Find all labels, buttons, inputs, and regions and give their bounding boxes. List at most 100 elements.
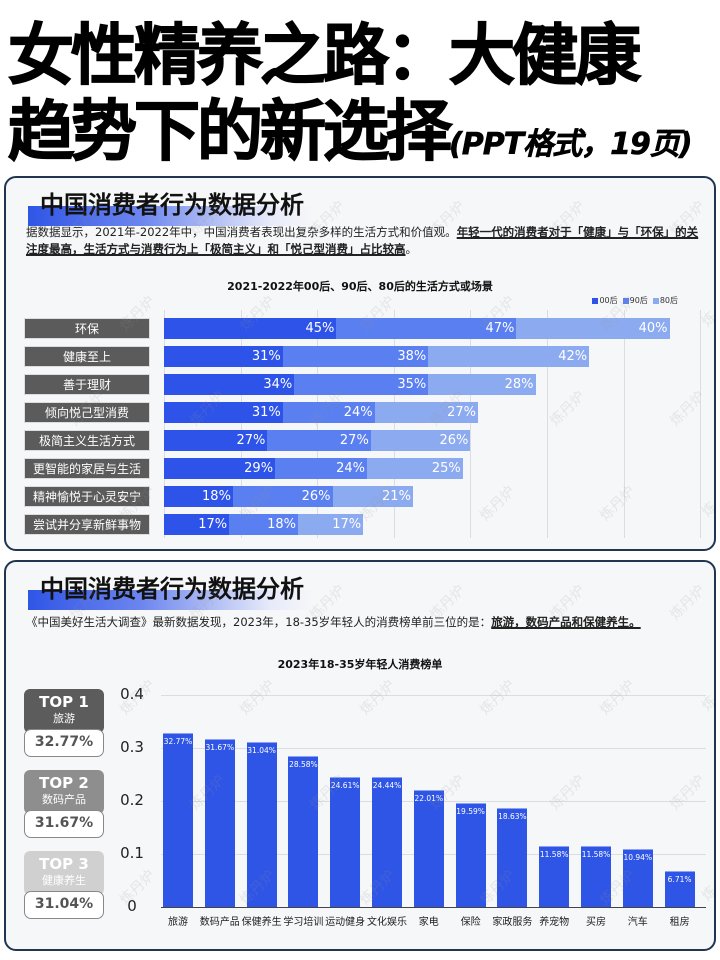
- legend-swatch: [622, 297, 629, 304]
- category-label: 尝试并分享新鲜事物: [24, 514, 150, 535]
- watermark: 炼丹炉: [698, 692, 716, 729]
- rank-value: 32.77%: [24, 729, 104, 757]
- desc-end: 。: [405, 242, 418, 256]
- chart-title: 2023年18-35岁年轻人消费榜单: [277, 658, 443, 671]
- category-label: 极简主义生活方式: [24, 430, 150, 451]
- x-tick-label: 家政服务: [492, 917, 533, 928]
- category-label: 倾向悦己型消费: [24, 402, 150, 423]
- gridline: [240, 310, 242, 538]
- top-rank-header: TOP 1 旅游: [24, 689, 104, 733]
- watermark: 炼丹炉: [547, 772, 589, 814]
- hero-title-suffix: (PPT格式，19页): [449, 127, 693, 163]
- bar-segment-00后: 17%: [164, 514, 230, 535]
- bar-value-label: 18.63%: [498, 812, 527, 822]
- chart-row: 尝试并分享新鲜事物 17% 18% 17%: [6, 514, 714, 535]
- legend-item: 80后: [652, 295, 678, 306]
- category-label: 健康至上: [24, 346, 150, 367]
- bar: 24.61%: [330, 776, 361, 907]
- bar-segment-80后: 26%: [370, 430, 471, 451]
- bar-segment-00后: 29%: [164, 458, 276, 479]
- chart-row: 更智能的家居与生活 29% 24% 25%: [6, 458, 714, 479]
- bar-segment-90后: 47%: [336, 318, 517, 339]
- rank-category: 数码产品: [42, 793, 86, 806]
- y-tick-label: 0.1: [120, 844, 144, 862]
- gridline: [164, 310, 165, 538]
- category-label: 精神愉悦于心灵安宁: [24, 486, 150, 507]
- x-axis: [161, 907, 706, 908]
- stacked-bar: 29% 24% 25%: [164, 458, 463, 479]
- y-tick-label: 0: [127, 897, 137, 915]
- bar: 18.63%: [497, 808, 528, 907]
- x-tick-label: 保健养生: [241, 917, 282, 928]
- bar: 24.44%: [372, 777, 402, 907]
- rank-label: TOP 2: [39, 774, 89, 792]
- rank-label: TOP 1: [39, 693, 89, 711]
- chart-row: 环保 45% 47% 40%: [6, 318, 714, 339]
- bar-value-label: 31.67%: [205, 743, 235, 753]
- card-title-block: 中国消费者行为数据分析: [28, 570, 313, 610]
- ranking-card: 中国消费者行为数据分析 《中国美好生活大调查》最新数据发现，2023年，18-3…: [4, 560, 716, 951]
- x-tick-label: 家电: [418, 917, 439, 928]
- bar-segment-90后: 24%: [282, 402, 375, 423]
- gridline: [393, 310, 395, 538]
- rank-label: TOP 3: [39, 855, 89, 873]
- desc-text: 《中国美好生活大调查》最新数据发现，2023年，18-35岁年轻人的消费榜单前三…: [26, 615, 492, 629]
- bar-segment-80后: 25%: [366, 458, 463, 479]
- legend-label: 90后: [629, 296, 648, 305]
- stacked-bar: 45% 47% 40%: [164, 318, 670, 339]
- watermark: 炼丹炉: [357, 677, 399, 719]
- y-tick-label: 0.3: [120, 738, 144, 756]
- bar-segment-80后: 21%: [332, 486, 413, 507]
- bar-value-label: 28.58%: [289, 759, 318, 769]
- bar-segment-00后: 45%: [164, 318, 337, 339]
- desc-highlight: 年轻一代的消费者对于「健康」与「环保」的关注度最高，生活方式与消费行为上「极简主…: [26, 225, 699, 256]
- bar-segment-90后: 26%: [232, 486, 333, 507]
- bar-value-label: 19.59%: [456, 807, 485, 817]
- title-highlight-bar: [28, 206, 313, 226]
- top-rank-box: TOP 1 旅游 32.77%: [24, 689, 104, 757]
- top-rank-header: TOP 3 健康养生: [24, 851, 104, 895]
- chart-row: 倾向悦己型消费 31% 24% 27%: [6, 402, 714, 423]
- hero-title: 女性精养之路：大健康 趋势下的新选择(PPT格式，19页): [7, 17, 720, 183]
- gridline: [317, 310, 319, 538]
- bar-segment-00后: 27%: [164, 430, 268, 451]
- hero-title-line1: 女性精养之路：大健康: [7, 17, 641, 94]
- x-tick-label: 旅游: [168, 917, 188, 928]
- rank-value: 31.04%: [24, 891, 104, 919]
- card-title: 中国消费者行为数据分析: [40, 191, 304, 219]
- x-tick-label: 买房: [586, 917, 606, 928]
- chart-title: 2021-2022年00后、90后、80后的生活方式或场景: [227, 280, 493, 293]
- rank-category: 健康养生: [42, 874, 86, 887]
- stacked-bar: 31% 38% 42%: [164, 346, 590, 367]
- legend-label: 00后: [599, 296, 618, 305]
- legend-item: 90后: [622, 295, 648, 306]
- gridline: [161, 695, 706, 696]
- chart-row: 健康至上 31% 38% 42%: [6, 346, 714, 367]
- bar-value-label: 24.61%: [330, 780, 360, 790]
- bar-value-label: 11.58%: [581, 849, 611, 859]
- stacked-bar: 34% 35% 28%: [164, 374, 536, 395]
- bar: 10.94%: [622, 849, 653, 907]
- top-rank-box: TOP 3 健康养生 31.04%: [24, 851, 104, 919]
- x-tick-label: 汽车: [627, 917, 648, 928]
- lifestyle-card: 中国消费者行为数据分析 据数据显示，2021年-2022年中，中国消费者表现出复…: [4, 176, 716, 551]
- bar-segment-00后: 31%: [164, 402, 283, 423]
- bar-value-label: 10.94%: [623, 853, 653, 863]
- x-tick-label: 租房: [669, 917, 690, 928]
- bar-value-label: 11.58%: [539, 849, 569, 859]
- bar-segment-90后: 35%: [294, 374, 429, 395]
- bar-segment-00后: 18%: [164, 486, 233, 507]
- chart-row: 极简主义生活方式 27% 27% 26%: [6, 430, 714, 451]
- bar-segment-90后: 27%: [267, 430, 371, 451]
- bar: 22.01%: [413, 790, 444, 907]
- legend-swatch: [592, 297, 599, 304]
- bar-segment-90后: 38%: [282, 346, 429, 367]
- watermark: 炼丹炉: [597, 677, 639, 719]
- card-description: 《中国美好生活大调查》最新数据发现，2023年，18-35岁年轻人的消费榜单前三…: [26, 614, 706, 631]
- gridline: [700, 310, 702, 538]
- bar-value-label: 32.77%: [163, 737, 193, 747]
- card-title: 中国消费者行为数据分析: [40, 575, 304, 603]
- bar-value-label: 6.71%: [667, 875, 692, 885]
- chart-row: 善于理财 34% 35% 28%: [6, 374, 714, 395]
- top-rank-header: TOP 2 数码产品: [24, 770, 104, 814]
